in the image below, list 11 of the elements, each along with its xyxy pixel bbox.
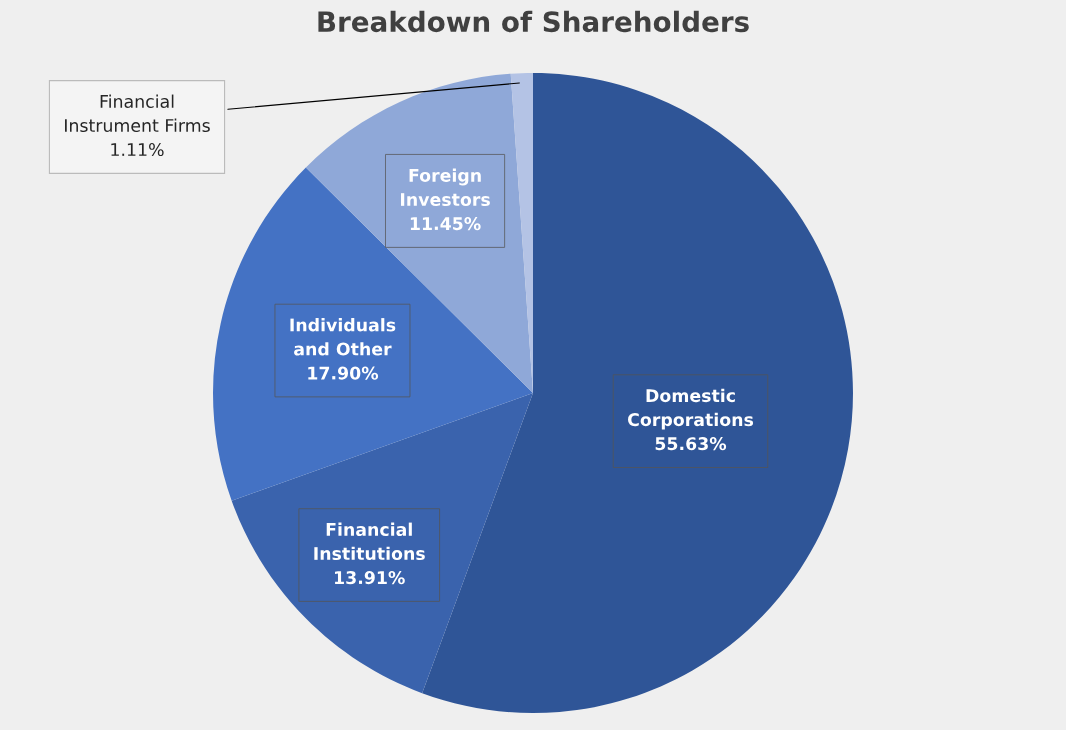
data-label: 11.45% (410, 217, 481, 231)
slice-label: Domestic Corporations (628, 388, 754, 430)
data-label: 1.11% (111, 142, 164, 157)
slice-label: Individuals and Other (290, 318, 396, 356)
data-label: 13.91% (335, 571, 405, 585)
slice-label: Financial Institutions (314, 522, 425, 561)
slice-label: Foreign Investors (400, 168, 490, 207)
data-label: 17.90% (308, 366, 379, 380)
data-label: 55.63% (655, 437, 727, 451)
slice-label: Financial Instrument Firms (65, 94, 210, 133)
chart-title: Breakdown of Shareholders (318, 10, 749, 33)
